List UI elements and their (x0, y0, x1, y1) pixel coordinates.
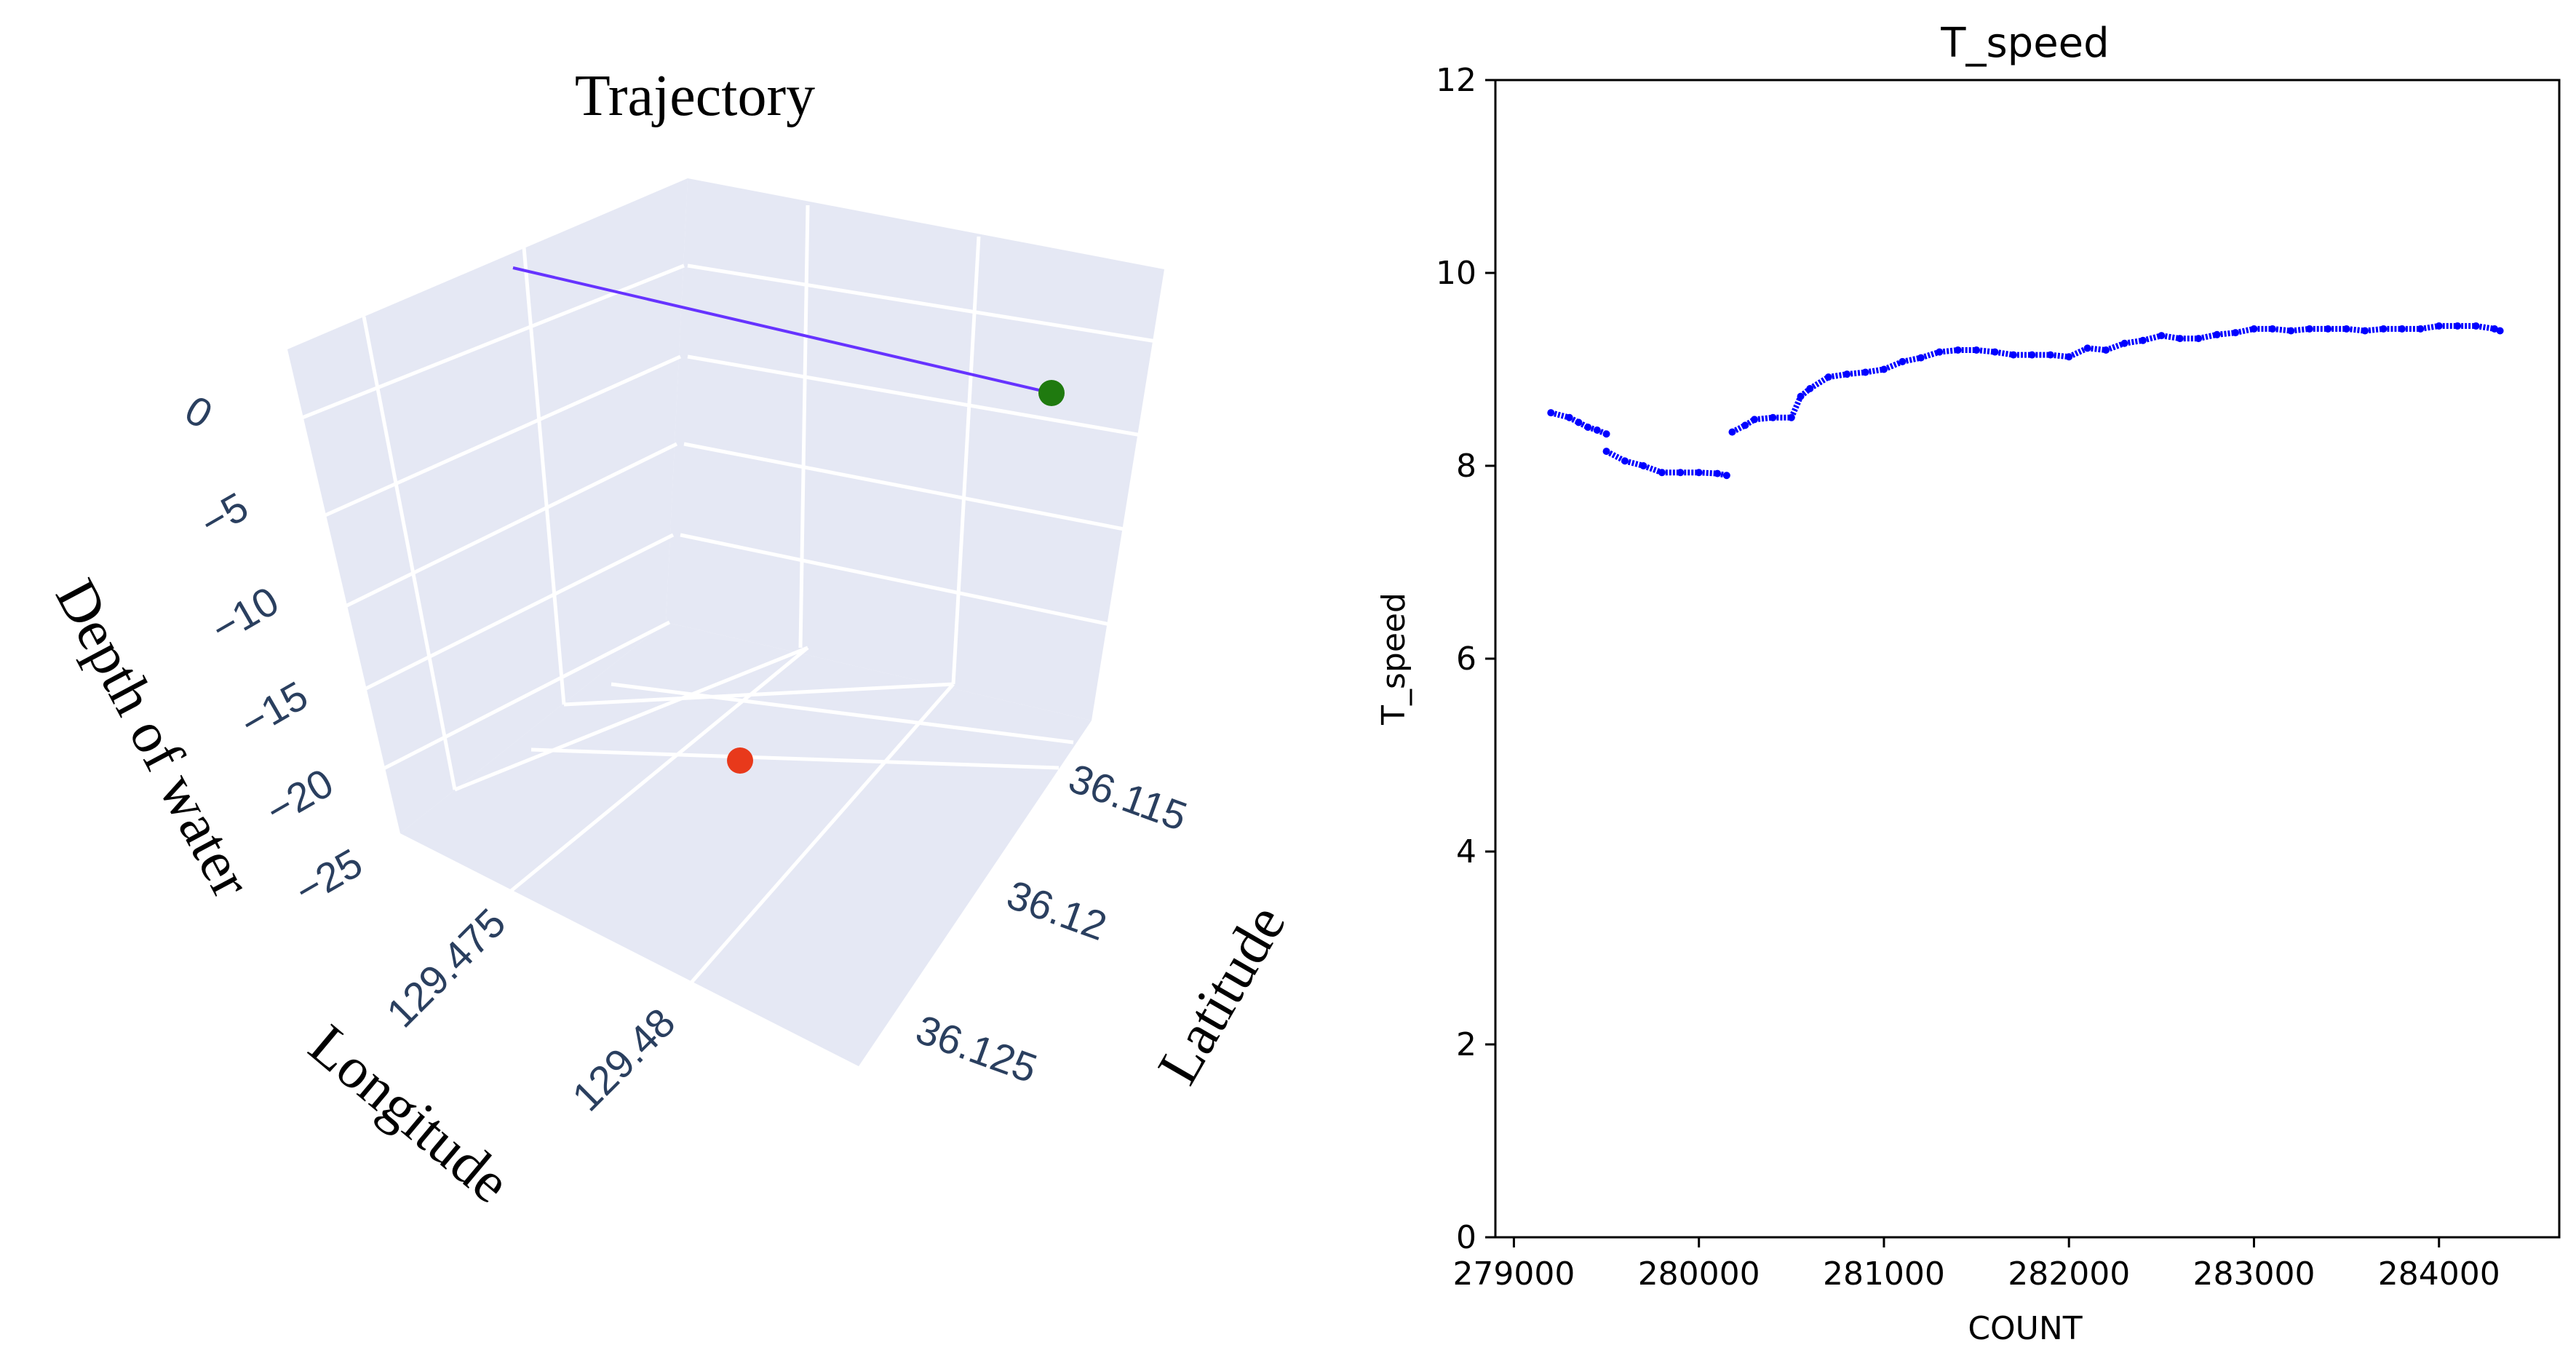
y-tick-label: 2 (1456, 1026, 1476, 1063)
grid-3d (290, 205, 1161, 984)
x-tick-label: 284000 (2378, 1255, 2500, 1293)
latitude-tick-label: 36.115 (1063, 755, 1193, 839)
latitude-axis-title: Latitude (1145, 894, 1297, 1095)
tspeed-title: T_speed (1940, 20, 2109, 67)
tspeed-points (1547, 322, 2504, 480)
pane-floor (400, 622, 1092, 1066)
longitude-tick-label: 129.475 (378, 900, 514, 1036)
depth-tick-label: −10 (204, 577, 287, 651)
longitude-tick-label: 129.48 (563, 999, 684, 1120)
tspeed-y-axis-title: T_speed (1375, 592, 1412, 726)
tspeed-plot-frame (1494, 79, 2561, 1239)
pane-back-right (666, 178, 1164, 721)
tspeed-chart: T_speed 0 2 4 6 8 10 12 279000 280000 281000 2820… (1375, 20, 2561, 1347)
tspeed-x-ticks: 279000 280000 281000 282000 283000 284000 (1452, 1237, 2500, 1293)
y-tick-label: 12 (1436, 62, 1476, 99)
tspeed-point-run (1798, 386, 1812, 399)
x-tick-label: 282000 (2008, 1255, 2130, 1293)
y-tick-label: 6 (1456, 640, 1476, 678)
y-tick-label: 0 (1456, 1219, 1476, 1256)
latitude-tick-label: 36.12 (1001, 871, 1113, 949)
trajectory-title: Trajectory (575, 64, 815, 128)
trajectory-end-marker (727, 747, 753, 774)
x-tick-label: 280000 (1638, 1255, 1760, 1293)
depth-tick-label: −20 (258, 759, 341, 833)
depth-tick-label: −5 (193, 483, 256, 546)
y-tick-label: 8 (1456, 448, 1476, 485)
x-tick-label: 279000 (1452, 1255, 1575, 1293)
tspeed-point (2496, 327, 2504, 335)
y-tick-label: 4 (1456, 833, 1476, 870)
x-tick-label: 283000 (2193, 1255, 2315, 1293)
tspeed-point (1722, 472, 1730, 480)
pane-back-left (287, 178, 688, 833)
trajectory-3d-chart: Trajectory (43, 64, 1298, 1215)
longitude-axis-title: Longitude (297, 1012, 521, 1215)
tspeed-y-ticks: 0 2 4 6 8 10 12 (1436, 62, 1495, 1256)
y-tick-label: 10 (1436, 255, 1476, 292)
latitude-tick-label: 36.125 (910, 1006, 1043, 1092)
trajectory-start-marker (1038, 380, 1065, 406)
tspeed-point-run (1789, 395, 1804, 419)
depth-tick-label: −15 (233, 672, 316, 746)
depth-tick-label: −25 (287, 839, 370, 913)
depth-tick-label: 0 (178, 386, 220, 437)
trajectory-line (512, 266, 1052, 394)
x-tick-label: 281000 (1823, 1255, 1945, 1293)
tspeed-point (1602, 430, 1610, 438)
tspeed-x-axis-title: COUNT (1968, 1310, 2082, 1347)
